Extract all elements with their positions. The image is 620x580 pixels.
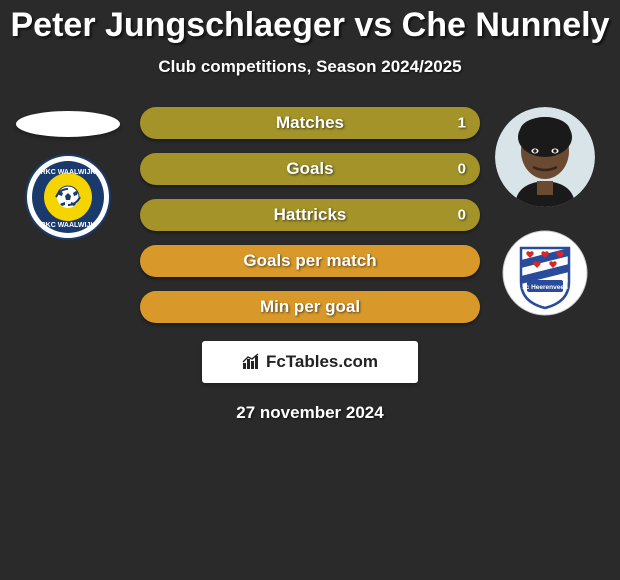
player-right-photo [495, 107, 595, 207]
brand-box: FcTables.com [202, 341, 418, 383]
right-player-column: sc Heerenveen [490, 107, 600, 315]
club-badge-left: RKC WAALWIJK RKC WAALWIJK [18, 155, 118, 239]
comparison-content: RKC WAALWIJK RKC WAALWIJK [0, 107, 620, 423]
stat-label: Goals per match [243, 251, 376, 271]
stat-label: Min per goal [260, 297, 360, 317]
stat-row-min-per-goal: Min per goal [140, 291, 480, 323]
stat-label: Goals [286, 159, 333, 179]
stat-label: Matches [276, 113, 344, 133]
player-photo-icon [495, 107, 595, 207]
subtitle: Club competitions, Season 2024/2025 [0, 57, 620, 77]
rkc-waalwijk-badge-icon: RKC WAALWIJK RKC WAALWIJK [25, 154, 111, 240]
stat-row-hattricks: Hattricks 0 [140, 199, 480, 231]
stat-row-goals: Goals 0 [140, 153, 480, 185]
heerenveen-badge-icon: sc Heerenveen [502, 230, 588, 316]
stat-row-goals-per-match: Goals per match [140, 245, 480, 277]
svg-text:sc Heerenveen: sc Heerenveen [522, 284, 568, 291]
player-left-photo-placeholder [16, 111, 120, 137]
club-badge-right: sc Heerenveen [495, 231, 595, 315]
stats-column: Matches 1 Goals 0 Hattricks 0 Goals per … [140, 107, 480, 323]
svg-text:RKC WAALWIJK: RKC WAALWIJK [41, 222, 96, 229]
brand-text: FcTables.com [242, 352, 378, 372]
stat-value-right: 0 [458, 207, 466, 224]
left-player-column: RKC WAALWIJK RKC WAALWIJK [8, 107, 128, 239]
stat-row-matches: Matches 1 [140, 107, 480, 139]
stat-value-right: 0 [458, 161, 466, 178]
stat-label: Hattricks [274, 205, 347, 225]
bar-chart-icon [242, 353, 264, 371]
page-title: Peter Jungschlaeger vs Che Nunnely [0, 0, 620, 45]
date-text: 27 november 2024 [0, 403, 620, 423]
svg-text:RKC WAALWIJK: RKC WAALWIJK [41, 169, 96, 176]
brand-label: FcTables.com [266, 352, 378, 372]
stat-value-right: 1 [458, 115, 466, 132]
